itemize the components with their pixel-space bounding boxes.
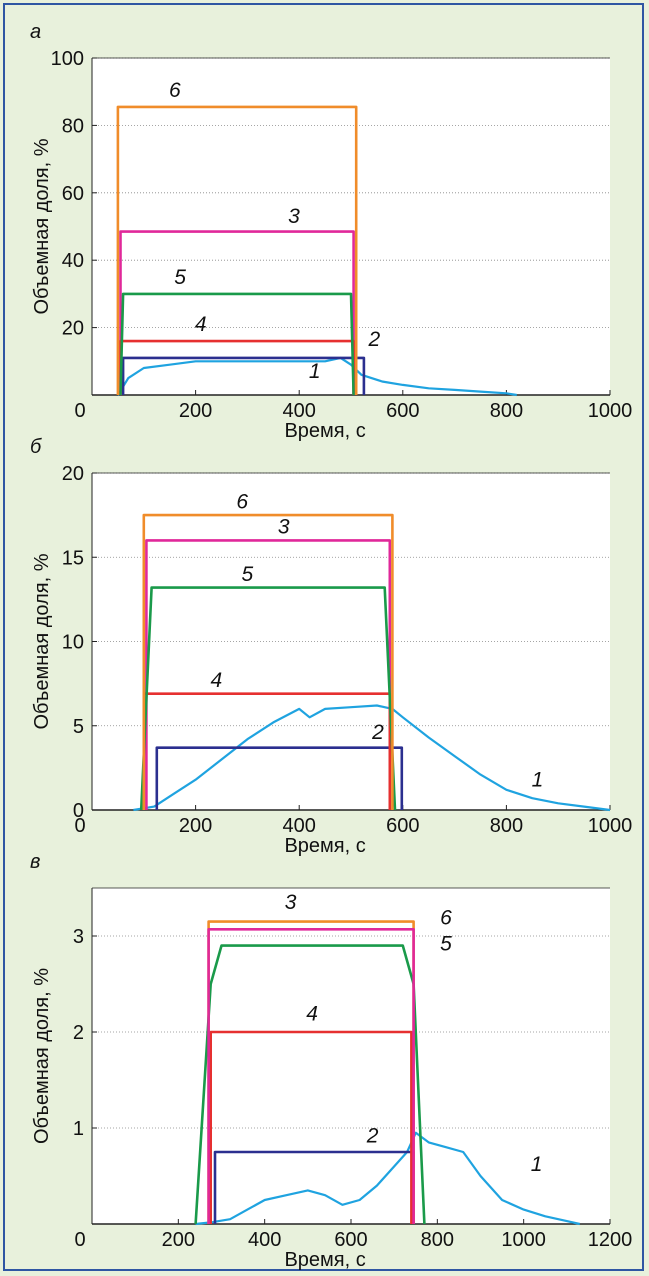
x-tick-label: 200 (179, 815, 212, 837)
series-4-line (209, 1030, 413, 1224)
series-5-label: 5 (440, 932, 452, 955)
series-2-line (121, 356, 366, 395)
x-tick-label: 1000 (588, 815, 633, 837)
x-tick-label: 0 (74, 400, 85, 422)
x-axis-label: Время, с (284, 1249, 365, 1271)
y-tick-label: 80 (62, 115, 84, 137)
series-5-label: 5 (174, 266, 186, 289)
x-tick-label: 800 (421, 1229, 454, 1251)
series-6-line (207, 927, 415, 1224)
series-2-label: 2 (371, 721, 384, 744)
x-tick-label: 600 (386, 400, 419, 422)
series-1-line (116, 356, 517, 397)
series-1-line (133, 704, 611, 812)
panel-letter: а (30, 21, 41, 43)
x-axis-label: Время, с (284, 835, 365, 857)
series-4-label: 4 (210, 669, 222, 692)
x-tick-label: 1200 (588, 1229, 633, 1251)
series-6-label: 6 (440, 906, 452, 929)
series-1-label: 1 (309, 360, 321, 383)
series-3-line (119, 230, 355, 395)
x-tick-label: 1000 (501, 1229, 546, 1251)
series-1-label: 1 (531, 1153, 543, 1176)
figure-frame (3, 3, 644, 1271)
series-5-line (139, 586, 397, 811)
y-tick-label: 100 (51, 48, 84, 70)
y-tick-label: 2 (73, 1022, 84, 1044)
series-3-label: 3 (285, 891, 297, 914)
panel-letter: в (30, 851, 40, 873)
y-tick-label: 1 (73, 1118, 84, 1140)
series-1-label: 1 (532, 768, 544, 791)
series-1-line (195, 1131, 581, 1226)
panel-3: 0 200 400 600 800 1000 1200 1 2 3 Время, с Объемная… (30, 851, 632, 1271)
series-4-label: 4 (195, 313, 207, 336)
series-6-line (142, 513, 394, 810)
y-tick-label: 60 (62, 183, 84, 205)
x-tick-label: 600 (386, 815, 419, 837)
x-tick-label: 0 (74, 1229, 85, 1251)
y-tick-label: 15 (62, 547, 84, 569)
plot-area (92, 888, 610, 1224)
series-4-label: 4 (306, 1002, 318, 1025)
y-tick-label: 20 (62, 318, 84, 340)
x-axis-label: Время, с (284, 420, 365, 442)
y-axis-label: Объемная доля, % (31, 138, 53, 314)
x-tick-label: 400 (283, 400, 316, 422)
series-2-label: 2 (366, 1124, 379, 1147)
y-tick-label: 3 (73, 926, 84, 948)
series-5-line (119, 292, 355, 396)
x-tick-label: 400 (283, 815, 316, 837)
x-tick-label: 600 (334, 1229, 367, 1251)
y-axis-label: Объемная доля, % (31, 968, 53, 1144)
x-tick-label: 200 (179, 400, 212, 422)
y-tick-label: 40 (62, 250, 84, 272)
y-axis-label: Объемная доля, % (31, 553, 53, 729)
x-tick-label: 1000 (588, 400, 633, 422)
x-tick-label: 200 (162, 1229, 195, 1251)
series-3-label: 3 (278, 516, 290, 539)
series-3-label: 3 (288, 205, 300, 228)
series-2-label: 2 (367, 328, 380, 351)
y-tick-label: 5 (73, 716, 84, 738)
y-tick-label: 0 (73, 800, 84, 822)
series-5-label: 5 (242, 563, 254, 586)
x-tick-label: 400 (248, 1229, 281, 1251)
x-tick-label: 0 (74, 815, 85, 837)
series-6-line (116, 105, 358, 395)
panel-letter: б (30, 436, 42, 458)
y-tick-label: 10 (62, 632, 84, 654)
y-tick-label: 20 (62, 463, 84, 485)
x-tick-label: 800 (490, 400, 523, 422)
series-6-label: 6 (169, 79, 181, 102)
x-tick-label: 800 (490, 815, 523, 837)
series-6-label: 6 (236, 490, 248, 513)
panel-1: 0 200 400 600 800 1000 20 40 60 80 100 Время, с Объе… (30, 21, 632, 442)
series-2-line (155, 746, 404, 810)
